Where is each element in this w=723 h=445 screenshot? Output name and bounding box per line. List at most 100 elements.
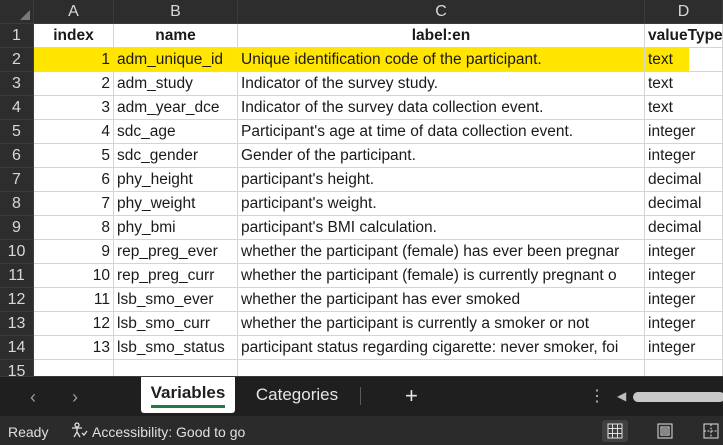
column-header-b[interactable]: B	[114, 0, 238, 24]
table-row: 2 1 adm_unique_id Unique identification cod…	[0, 48, 723, 72]
add-sheet-button[interactable]: +	[405, 383, 418, 408]
tab-variables[interactable]: Variables	[141, 377, 235, 413]
accessibility-status[interactable]: Accessibility: Good to go	[70, 422, 245, 441]
cell-c[interactable]: participant status regarding cigarette: …	[238, 336, 645, 360]
cell-d[interactable]: decimal	[645, 192, 723, 216]
cell-a[interactable]: index	[34, 24, 114, 48]
row-header[interactable]: 4	[0, 96, 34, 120]
cell-c[interactable]: participant's height.	[238, 168, 645, 192]
cell-b[interactable]: adm_year_dce	[114, 96, 238, 120]
chevron-right-icon[interactable]: ›	[72, 387, 78, 407]
more-options-icon[interactable]: ⋮	[589, 388, 605, 405]
table-row: 13 12 lsb_smo_curr whether the participant …	[0, 312, 723, 336]
spreadsheet-grid[interactable]: A B C D 1 index name label:en valueType 2 1 adm…	[0, 0, 723, 376]
cell-d[interactable]: decimal	[645, 216, 723, 240]
cell-b[interactable]: sdc_gender	[114, 144, 238, 168]
cell-c[interactable]: Participant's age at time of data collec…	[238, 120, 645, 144]
status-bar: Ready Accessibility: Good to go	[0, 416, 723, 445]
row-header[interactable]: 1	[0, 24, 34, 48]
table-row: 4 3 adm_year_dce Indicator of the survey da…	[0, 96, 723, 120]
row-header[interactable]: 9	[0, 216, 34, 240]
cell-c[interactable]: whether the participant (female) is curr…	[238, 264, 645, 288]
column-header-a[interactable]: A	[34, 0, 114, 24]
cell-a[interactable]: 7	[34, 192, 114, 216]
row-header[interactable]: 15	[0, 360, 34, 376]
horizontal-scrollbar[interactable]: ◀	[617, 389, 723, 405]
scrollbar-thumb[interactable]	[633, 392, 723, 402]
cell-a[interactable]: 10	[34, 264, 114, 288]
cell-a[interactable]: 4	[34, 120, 114, 144]
cell-a[interactable]	[34, 360, 114, 376]
row-header[interactable]: 10	[0, 240, 34, 264]
cell-c[interactable]: Gender of the participant.	[238, 144, 645, 168]
cell-c[interactable]: Unique identification code of the partic…	[238, 48, 645, 72]
cell-c[interactable]: whether the participant (female) has eve…	[238, 240, 645, 264]
cell-b[interactable]: phy_bmi	[114, 216, 238, 240]
cell-b[interactable]: adm_unique_id	[114, 48, 238, 72]
cell-a[interactable]: 9	[34, 240, 114, 264]
cell-d[interactable]: decimal	[645, 168, 723, 192]
row-header[interactable]: 14	[0, 336, 34, 360]
cell-b[interactable]: name	[114, 24, 238, 48]
table-row: 1 index name label:en valueType	[0, 24, 723, 48]
cell-d[interactable]: text	[645, 72, 723, 96]
row-header[interactable]: 5	[0, 120, 34, 144]
cell-a[interactable]: 12	[34, 312, 114, 336]
cell-c[interactable]: whether the participant is currently a s…	[238, 312, 645, 336]
row-header[interactable]: 13	[0, 312, 34, 336]
cell-d[interactable]: text	[645, 48, 723, 72]
cell-c[interactable]	[238, 360, 645, 376]
row-header[interactable]: 2	[0, 48, 34, 72]
cell-a[interactable]: 1	[34, 48, 114, 72]
cell-d[interactable]	[645, 360, 723, 376]
cell-d[interactable]: integer	[645, 144, 723, 168]
select-all-corner[interactable]	[0, 0, 34, 24]
cell-d[interactable]: integer	[645, 264, 723, 288]
cell-b[interactable]: rep_preg_curr	[114, 264, 238, 288]
cell-b[interactable]: lsb_smo_curr	[114, 312, 238, 336]
row-header[interactable]: 12	[0, 288, 34, 312]
cell-a[interactable]: 13	[34, 336, 114, 360]
page-break-icon[interactable]	[698, 420, 723, 442]
cell-d[interactable]: valueType	[645, 24, 723, 48]
tab-categories[interactable]: Categories	[244, 377, 350, 413]
cell-b[interactable]: phy_weight	[114, 192, 238, 216]
row-header[interactable]: 7	[0, 168, 34, 192]
row-header[interactable]: 11	[0, 264, 34, 288]
cell-a[interactable]: 11	[34, 288, 114, 312]
column-header-c[interactable]: C	[238, 0, 645, 24]
cell-d[interactable]: text	[645, 96, 723, 120]
cell-a[interactable]: 5	[34, 144, 114, 168]
cell-a[interactable]: 3	[34, 96, 114, 120]
chevron-left-icon[interactable]: ‹	[30, 387, 36, 407]
cell-b[interactable]: lsb_smo_ever	[114, 288, 238, 312]
cell-d[interactable]: integer	[645, 240, 723, 264]
column-header-d[interactable]: D	[645, 0, 723, 24]
cell-c[interactable]: label:en	[238, 24, 645, 48]
row-header[interactable]: 6	[0, 144, 34, 168]
cell-c[interactable]: whether the participant has ever smoked	[238, 288, 645, 312]
cell-b[interactable]	[114, 360, 238, 376]
cell-c[interactable]: Indicator of the survey study.	[238, 72, 645, 96]
scroll-left-icon[interactable]: ◀	[617, 389, 627, 403]
table-row: 6 5 sdc_gender Gender of the participant. in…	[0, 144, 723, 168]
page-layout-icon[interactable]	[652, 420, 678, 442]
cell-a[interactable]: 8	[34, 216, 114, 240]
row-header[interactable]: 8	[0, 192, 34, 216]
cell-d[interactable]: integer	[645, 336, 723, 360]
cell-b[interactable]: phy_height	[114, 168, 238, 192]
cell-b[interactable]: rep_preg_ever	[114, 240, 238, 264]
cell-d[interactable]: integer	[645, 312, 723, 336]
cell-b[interactable]: lsb_smo_status	[114, 336, 238, 360]
cell-c[interactable]: Indicator of the survey data collection …	[238, 96, 645, 120]
cell-b[interactable]: adm_study	[114, 72, 238, 96]
cell-a[interactable]: 6	[34, 168, 114, 192]
normal-view-icon[interactable]	[602, 420, 628, 442]
cell-c[interactable]: participant's weight.	[238, 192, 645, 216]
cell-d[interactable]: integer	[645, 120, 723, 144]
cell-c[interactable]: participant's BMI calculation.	[238, 216, 645, 240]
row-header[interactable]: 3	[0, 72, 34, 96]
cell-a[interactable]: 2	[34, 72, 114, 96]
cell-b[interactable]: sdc_age	[114, 120, 238, 144]
cell-d[interactable]: integer	[645, 288, 723, 312]
